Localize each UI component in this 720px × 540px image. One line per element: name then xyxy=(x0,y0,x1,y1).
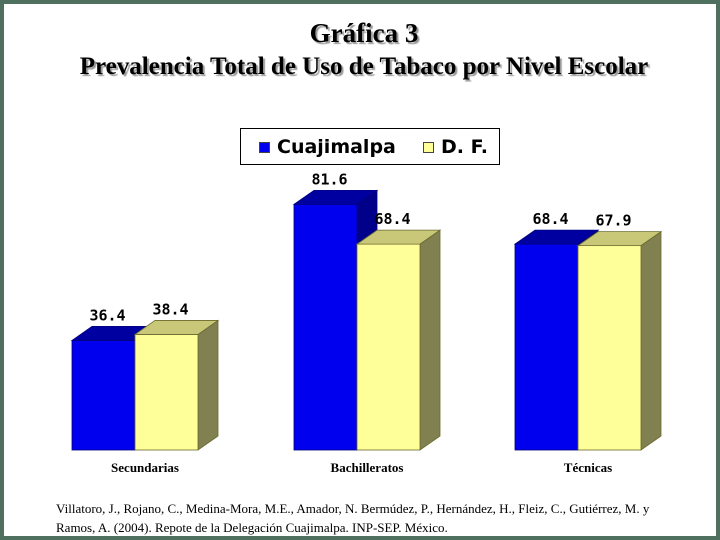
source-citation: Villatoro, J., Rojano, C., Medina-Mora, … xyxy=(56,501,650,535)
legend-swatch-df xyxy=(423,142,434,153)
data-label-df-bachilleratos: 68.4 xyxy=(374,210,410,228)
data-label-df-tecnicas: 67.9 xyxy=(595,212,631,230)
bar-df-secundarias xyxy=(134,334,199,451)
category-label: Técnicas xyxy=(564,460,612,475)
bar-top-cuajimalpa-tecnicas xyxy=(513,229,600,245)
bar-top-df-tecnicas xyxy=(576,231,663,247)
bar-side-df-secundarias xyxy=(197,319,219,451)
category-label: Bachilleratos xyxy=(331,460,404,475)
data-label-df-secundarias: 38.4 xyxy=(152,300,188,318)
chart-legend: Cuajimalpa D. F. xyxy=(240,128,500,165)
bar-top-cuajimalpa-bachilleratos xyxy=(292,189,379,205)
chart-title-line2: Prevalencia Total de Uso de Tabaco por N… xyxy=(79,53,649,80)
data-label-cuajimalpa-secundarias: 36.4 xyxy=(89,306,125,324)
bar-cuajimalpa-tecnicas xyxy=(514,243,579,451)
chart-title-line1: Gráfica 3 xyxy=(309,18,419,48)
category-label: Secundarias xyxy=(111,460,179,475)
legend-label-cuajimalpa: Cuajimalpa xyxy=(277,136,396,158)
bar-top-df-bachilleratos xyxy=(355,229,442,245)
bar-side-df-tecnicas xyxy=(640,230,662,451)
data-label-cuajimalpa-tecnicas: 68.4 xyxy=(532,210,568,228)
bar-cuajimalpa-bachilleratos xyxy=(293,203,358,451)
bar-df-bachilleratos xyxy=(356,243,421,451)
data-label-cuajimalpa-bachilleratos: 81.6 xyxy=(311,170,347,188)
bar-chart: 36.4 38.4 Secundarias 81.6 68.4 Bachilleratos… xyxy=(70,170,663,475)
bar-side-df-bachilleratos xyxy=(419,229,441,451)
bar-df-tecnicas xyxy=(577,245,642,451)
legend-swatch-cuajimalpa xyxy=(259,142,270,153)
bar-cuajimalpa-secundarias xyxy=(71,340,136,451)
bar-top-df-secundarias xyxy=(133,320,220,335)
legend-label-df: D. F. xyxy=(441,136,489,158)
